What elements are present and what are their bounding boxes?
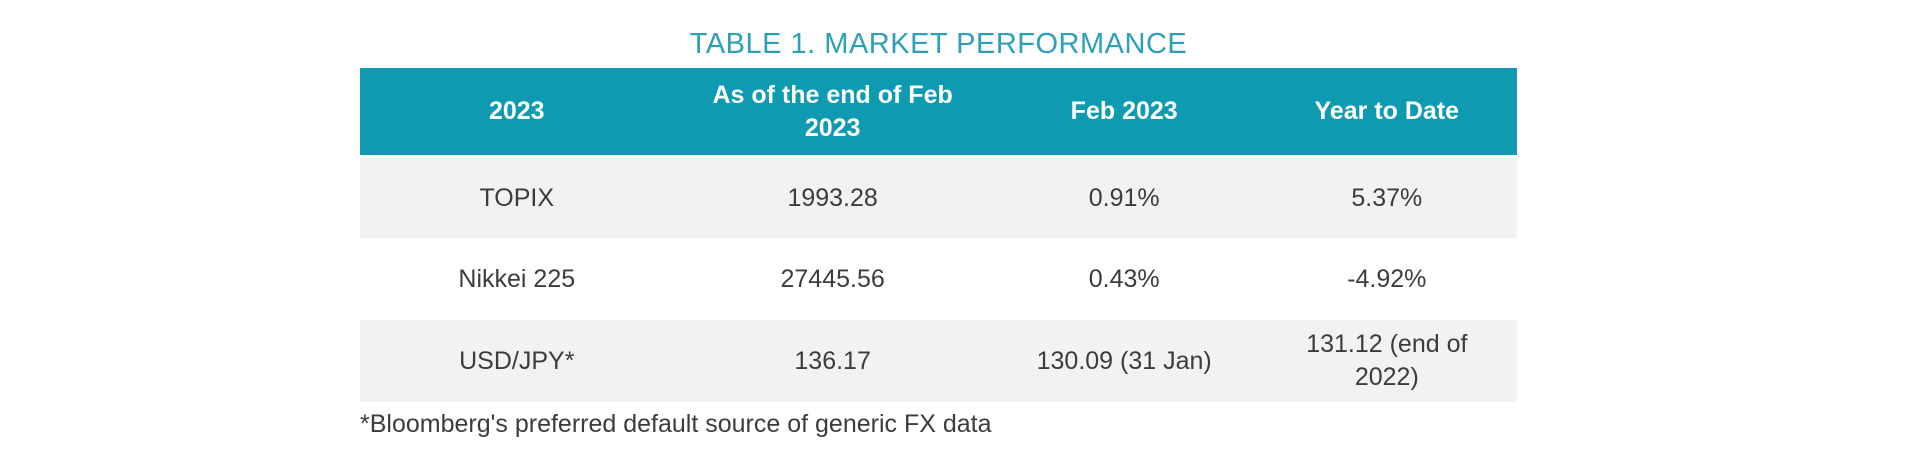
header-label: 2023 — [488, 97, 545, 125]
cell-instrument: Nikkei 225 — [458, 264, 576, 293]
cell-instrument: TOPIX — [479, 183, 555, 212]
header-cell-year-to-date: Year to Date — [1257, 68, 1517, 155]
table-row-nikkei-225: Nikkei 225 27445.56 0.43% -4.92% — [360, 238, 1517, 320]
header-label: As of the end of Feb 2023 — [712, 80, 953, 142]
table-row-topix: TOPIX 1993.28 0.91% 5.37% — [360, 158, 1517, 238]
market-performance-table: 2023 As of the end of Feb 2023 Feb 2023 … — [360, 68, 1517, 402]
header-cell-as-of-end-feb: As of the end of Feb 2023 — [674, 68, 992, 155]
cell-year-to-date-text: 131.12 (end of 2022) — [1306, 330, 1468, 391]
header-cell-2023: 2023 — [360, 68, 674, 155]
footnote: *Bloomberg's preferred default source of… — [360, 410, 992, 438]
header-label: Feb 2023 — [1070, 97, 1178, 125]
cell-end-of-feb-value: 27445.56 — [780, 264, 885, 293]
cell-year-to-date-value: 5.37% — [1351, 183, 1423, 212]
header-label: Year to Date — [1314, 97, 1460, 125]
cell-feb-2023-value: 0.91% — [1088, 183, 1160, 212]
table-row-usd-jpy: USD/JPY* 136.17 130.09 (31 Jan) 131.12 (… — [360, 320, 1517, 402]
table-title: TABLE 1. MARKET PERFORMANCE — [689, 28, 1188, 60]
cell-end-of-feb-value: 136.17 — [794, 346, 871, 375]
header-cell-feb-2023: Feb 2023 — [992, 68, 1257, 155]
header-row-divider — [360, 155, 1517, 158]
cell-year-to-date-value: -4.92% — [1347, 264, 1427, 293]
table-header-row: 2023 As of the end of Feb 2023 Feb 2023 … — [360, 68, 1517, 155]
cell-end-of-feb-value: 1993.28 — [787, 183, 878, 212]
cell-year-to-date-value: 131.12 (end of 2022) — [1257, 320, 1517, 402]
cell-feb-2023-value: 0.43% — [1088, 264, 1160, 293]
cell-feb-2023-value: 130.09 (31 Jan) — [1036, 346, 1212, 375]
cell-instrument: USD/JPY* — [459, 346, 575, 375]
